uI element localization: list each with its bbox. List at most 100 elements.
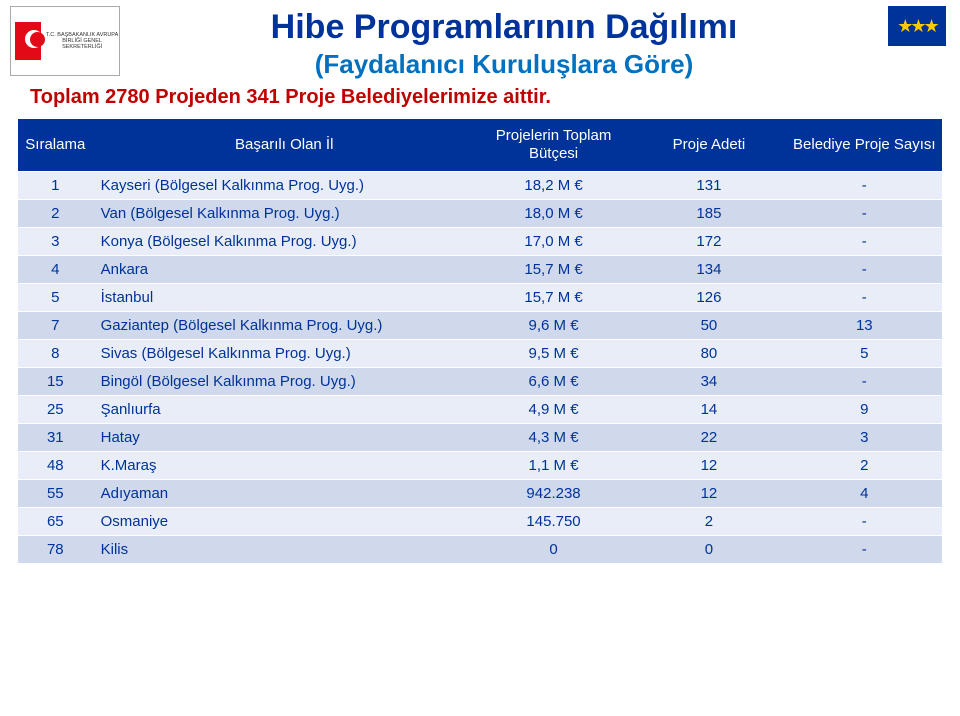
cell-rank: 4 [18,256,93,284]
cell-adet: 126 [631,284,786,312]
cell-butce: 145.750 [476,508,631,536]
cell-rank: 5 [18,284,93,312]
cell-belediye: - [787,536,942,564]
table-row: 5İstanbul15,7 M €126- [18,284,942,312]
grant-table: Sıralama Başarılı Olan İl Projelerin Top… [18,119,942,563]
cell-adet: 34 [631,368,786,396]
col-municipality: Belediye Proje Sayısı [787,119,942,172]
cell-adet: 12 [631,480,786,508]
cell-adet: 22 [631,424,786,452]
cell-belediye: - [787,256,942,284]
table-row: 15Bingöl (Bölgesel Kalkınma Prog. Uyg.)6… [18,368,942,396]
cell-il: Gaziantep (Bölgesel Kalkınma Prog. Uyg.) [93,312,476,340]
cell-butce: 4,3 M € [476,424,631,452]
logo-left-caption: T.C. BAŞBAKANLIK AVRUPA BİRLİĞİ GENEL SE… [45,32,119,50]
cell-rank: 78 [18,536,93,564]
logo-tc-basbakanlik: ★ T.C. BAŞBAKANLIK AVRUPA BİRLİĞİ GENEL … [10,6,120,76]
cell-rank: 31 [18,424,93,452]
cell-butce: 17,0 M € [476,228,631,256]
cell-il: İstanbul [93,284,476,312]
cell-adet: 172 [631,228,786,256]
tagline: Toplam 2780 Projeden 341 Proje Belediyel… [0,86,960,109]
cell-adet: 2 [631,508,786,536]
logo-eu: ★★★ [888,6,950,68]
cell-belediye: 3 [787,424,942,452]
cell-belediye: 4 [787,480,942,508]
col-rank: Sıralama [18,119,93,172]
title-block: Hibe Programlarının Dağılımı (Faydalanıc… [132,6,876,80]
cell-rank: 2 [18,200,93,228]
col-province: Başarılı Olan İl [93,119,476,172]
table-header-row: Sıralama Başarılı Olan İl Projelerin Top… [18,119,942,172]
table-row: 2Van (Bölgesel Kalkınma Prog. Uyg.)18,0 … [18,200,942,228]
table-row: 65Osmaniye145.7502- [18,508,942,536]
table-row: 4Ankara15,7 M €134- [18,256,942,284]
cell-belediye: 9 [787,396,942,424]
cell-rank: 65 [18,508,93,536]
cell-adet: 50 [631,312,786,340]
cell-il: Osmaniye [93,508,476,536]
cell-rank: 55 [18,480,93,508]
cell-butce: 4,9 M € [476,396,631,424]
cell-adet: 134 [631,256,786,284]
table-row: 55Adıyaman942.238124 [18,480,942,508]
cell-belediye: 5 [787,340,942,368]
cell-rank: 1 [18,172,93,200]
page-title: Hibe Programlarının Dağılımı [132,8,876,47]
cell-belediye: - [787,172,942,200]
cell-belediye: 2 [787,452,942,480]
cell-adet: 0 [631,536,786,564]
cell-butce: 15,7 M € [476,284,631,312]
cell-adet: 131 [631,172,786,200]
table-row: 1Kayseri (Bölgesel Kalkınma Prog. Uyg.)1… [18,172,942,200]
col-count: Proje Adeti [631,119,786,172]
header: ★ T.C. BAŞBAKANLIK AVRUPA BİRLİĞİ GENEL … [0,0,960,80]
cell-il: Kayseri (Bölgesel Kalkınma Prog. Uyg.) [93,172,476,200]
cell-il: K.Maraş [93,452,476,480]
table-row: 78Kilis00- [18,536,942,564]
cell-rank: 25 [18,396,93,424]
page-subtitle: (Faydalanıcı Kuruluşlara Göre) [132,49,876,80]
cell-butce: 18,0 M € [476,200,631,228]
cell-il: Konya (Bölgesel Kalkınma Prog. Uyg.) [93,228,476,256]
cell-butce: 9,6 M € [476,312,631,340]
cell-rank: 8 [18,340,93,368]
cell-belediye: - [787,200,942,228]
cell-butce: 9,5 M € [476,340,631,368]
cell-butce: 6,6 M € [476,368,631,396]
cell-adet: 14 [631,396,786,424]
table-row: 25Şanlıurfa4,9 M €149 [18,396,942,424]
cell-il: Ankara [93,256,476,284]
cell-belediye: - [787,368,942,396]
cell-il: Sivas (Bölgesel Kalkınma Prog. Uyg.) [93,340,476,368]
cell-adet: 185 [631,200,786,228]
cell-adet: 80 [631,340,786,368]
cell-il: Kilis [93,536,476,564]
table-body: 1Kayseri (Bölgesel Kalkınma Prog. Uyg.)1… [18,172,942,564]
data-table-container: Sıralama Başarılı Olan İl Projelerin Top… [0,119,960,563]
table-row: 7Gaziantep (Bölgesel Kalkınma Prog. Uyg.… [18,312,942,340]
col-budget: Projelerin Toplam Bütçesi [476,119,631,172]
cell-belediye: - [787,228,942,256]
cell-butce: 15,7 M € [476,256,631,284]
cell-belediye: - [787,508,942,536]
cell-rank: 48 [18,452,93,480]
cell-belediye: 13 [787,312,942,340]
turkish-flag-icon: ★ [15,22,41,60]
eu-flag-icon: ★★★ [888,6,946,46]
cell-rank: 15 [18,368,93,396]
cell-butce: 942.238 [476,480,631,508]
cell-il: Adıyaman [93,480,476,508]
table-row: 3Konya (Bölgesel Kalkınma Prog. Uyg.)17,… [18,228,942,256]
table-row: 31Hatay4,3 M €223 [18,424,942,452]
cell-il: Bingöl (Bölgesel Kalkınma Prog. Uyg.) [93,368,476,396]
cell-il: Hatay [93,424,476,452]
cell-butce: 1,1 M € [476,452,631,480]
cell-il: Şanlıurfa [93,396,476,424]
cell-butce: 18,2 M € [476,172,631,200]
cell-butce: 0 [476,536,631,564]
table-row: 48K.Maraş1,1 M €122 [18,452,942,480]
cell-rank: 7 [18,312,93,340]
cell-adet: 12 [631,452,786,480]
cell-belediye: - [787,284,942,312]
